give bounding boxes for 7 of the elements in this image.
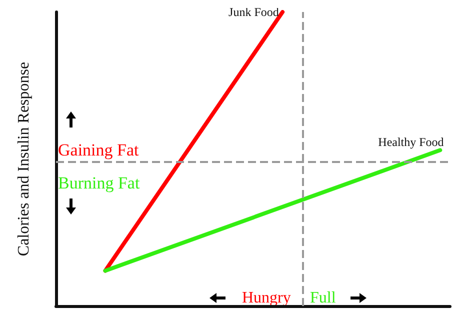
annotation: Full xyxy=(310,290,336,306)
annotation: Gaining Fat xyxy=(58,140,140,160)
series-label: Healthy Food xyxy=(378,135,444,150)
annotation: Burning Fat xyxy=(58,174,140,192)
series-label: Junk Food xyxy=(228,5,279,19)
annotation: Hungry xyxy=(242,290,291,306)
y-axis-title: Calories and Insulin Response xyxy=(16,62,32,256)
